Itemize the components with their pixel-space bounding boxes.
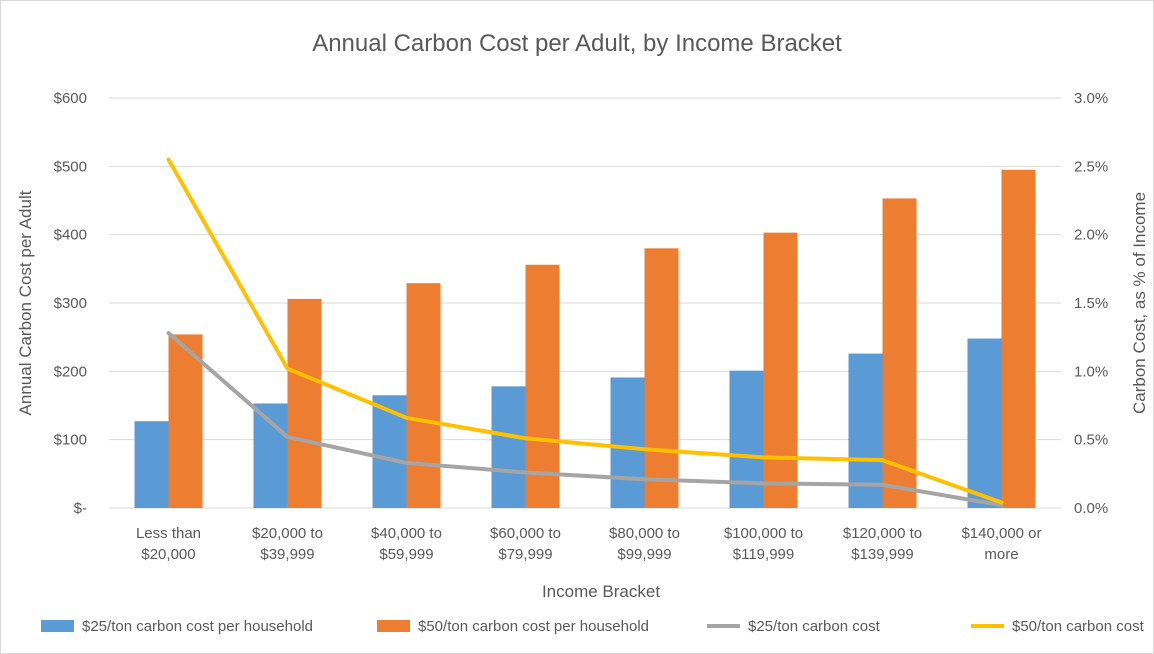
bar: [763, 232, 798, 508]
bar: [644, 248, 679, 509]
bar: [168, 334, 203, 508]
legend-label: $25/ton carbon cost per household: [82, 618, 313, 635]
x-axis-title: Income Bracket: [542, 582, 660, 601]
chart-title: Annual Carbon Cost per Adult, by Income …: [312, 30, 842, 57]
bar: [729, 370, 764, 508]
series-line: [166, 157, 1004, 505]
y2-tick-label: 1.5%: [1074, 295, 1108, 312]
y-tick-label: $500: [54, 158, 87, 175]
y2-axis-ticks: 0.0% 0.5% 1.0% 1.5% 2.0% 2.5% 3.0%: [1074, 90, 1108, 517]
legend-label: $50/ton carbon cost: [1012, 618, 1145, 635]
legend-swatch: [377, 620, 410, 632]
bar: [1001, 169, 1036, 508]
y-tick-label: $-: [74, 500, 87, 517]
bar: [610, 377, 645, 508]
x-tick-label: $120,000 to $139,999: [843, 525, 922, 563]
x-tick-label: $100,000 to $119,999: [724, 525, 803, 563]
bar: [287, 298, 322, 508]
y2-axis-title: Carbon Cost, as % of Income: [1130, 192, 1149, 414]
y2-tick-label: 2.0%: [1074, 227, 1108, 244]
x-tick-label: $60,000 to $79,999: [490, 525, 561, 563]
lines: [166, 157, 1004, 508]
y-tick-label: $100: [54, 432, 87, 449]
bar: [882, 198, 917, 508]
y-tick-label: $200: [54, 363, 87, 380]
y-tick-label: $300: [54, 295, 87, 312]
bar: [848, 353, 883, 508]
y2-tick-label: 3.0%: [1074, 90, 1108, 107]
x-tick-label: Less than $20,000: [136, 525, 201, 563]
bar: [253, 403, 288, 508]
x-tick-label: $80,000 to $99,999: [609, 525, 680, 563]
bar: [525, 264, 560, 508]
x-tick-label: $20,000 to $39,999: [252, 525, 323, 563]
bar: [406, 283, 441, 508]
y-axis-ticks: $- $100 $200 $300 $400 $500 $600: [54, 90, 87, 517]
y-tick-label: $600: [54, 90, 87, 107]
legend-label: $50/ton carbon cost per household: [418, 618, 649, 635]
y-axis-title: Annual Carbon Cost per Adult: [16, 190, 35, 415]
bar: [134, 421, 169, 508]
bar: [491, 386, 526, 508]
legend-swatch: [41, 620, 74, 632]
y2-tick-label: 0.5%: [1074, 432, 1108, 449]
y-tick-label: $400: [54, 227, 87, 244]
legend-label: $25/ton carbon cost: [748, 618, 881, 635]
x-tick-label: $140,000 or more: [961, 525, 1041, 563]
bar: [967, 338, 1002, 508]
y2-tick-label: 0.0%: [1074, 500, 1108, 517]
legend: $25/ton carbon cost per household $50/ton…: [41, 618, 1145, 635]
y2-tick-label: 2.5%: [1074, 158, 1108, 175]
x-axis-ticks: Less than $20,000 $20,000 to $39,999 $40,000…: [136, 525, 1042, 563]
y2-tick-label: 1.0%: [1074, 363, 1108, 380]
x-tick-label: $40,000 to $59,999: [371, 525, 442, 563]
series-line: [166, 331, 1004, 508]
